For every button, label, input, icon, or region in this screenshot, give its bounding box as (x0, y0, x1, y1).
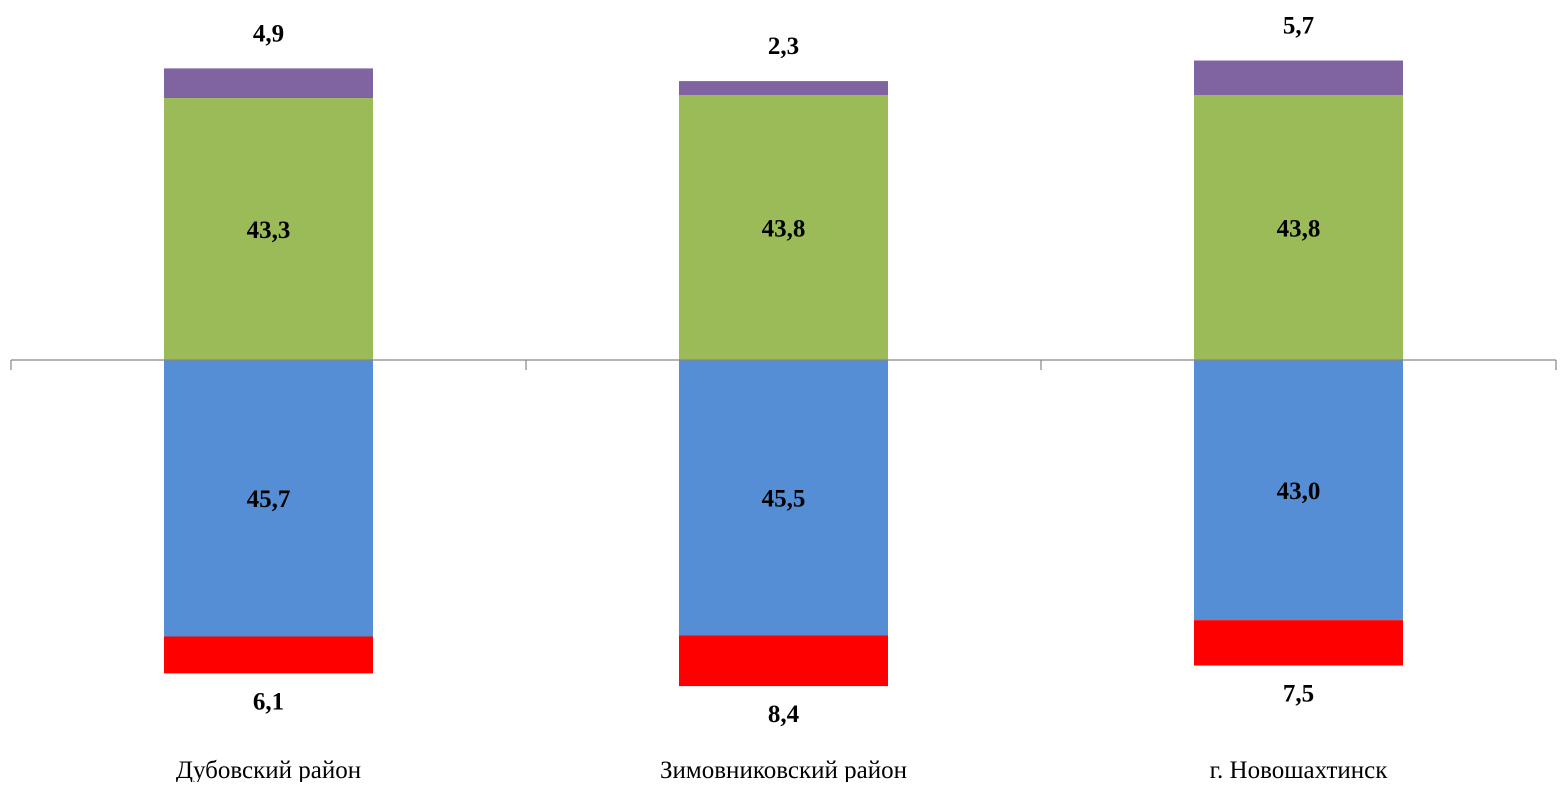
data-label-1-series-3: 45,7 (247, 486, 291, 513)
category-label-дубовский-район: Дубовский район (176, 757, 361, 782)
bar-segment-1-series-2 (164, 68, 373, 99)
bar-segment-3-series-2 (1194, 60, 1403, 96)
bar-segment-3-series-1 (1194, 95, 1403, 360)
data-label-3-series-2: 5,7 (1283, 13, 1314, 40)
bar-segment-1-series-1 (164, 98, 373, 360)
bar-segment-3-series-4 (1194, 620, 1403, 666)
category-label-г-новошахтинск: г. Новошахтинск (1210, 757, 1389, 782)
bar-segment-2-series-3 (679, 360, 888, 636)
bars-layer (164, 60, 1403, 687)
bar-segment-2-series-2 (679, 81, 888, 96)
bar-segment-2-series-1 (679, 95, 888, 360)
data-label-3-series-3: 43,0 (1277, 478, 1321, 505)
bar-segment-2-series-4 (679, 635, 888, 687)
bar-segment-3-series-3 (1194, 360, 1403, 621)
data-label-3-series-4: 7,5 (1283, 681, 1314, 708)
labels-layer: 43,3 4,9 45,7 6,1 Дубовский район 43,8 2,3 45,5… (176, 13, 1389, 784)
bar-segment-1-series-3 (164, 360, 373, 637)
data-label-1-series-4: 6,1 (253, 688, 284, 715)
data-label-1-series-1: 43,3 (247, 217, 291, 244)
data-label-2-series-3: 45,5 (762, 486, 806, 513)
data-label-3-series-1: 43,8 (1277, 216, 1321, 243)
category-label-зимовниковский-район: Зимовниковский район (660, 757, 907, 782)
category-axis (10, 359, 1557, 370)
data-label-1-series-2: 4,9 (253, 20, 284, 47)
data-label-2-series-1: 43,8 (762, 216, 806, 243)
bar-segment-1-series-4 (164, 636, 373, 674)
data-label-2-series-2: 2,3 (768, 33, 799, 60)
data-label-2-series-4: 8,4 (768, 701, 800, 728)
